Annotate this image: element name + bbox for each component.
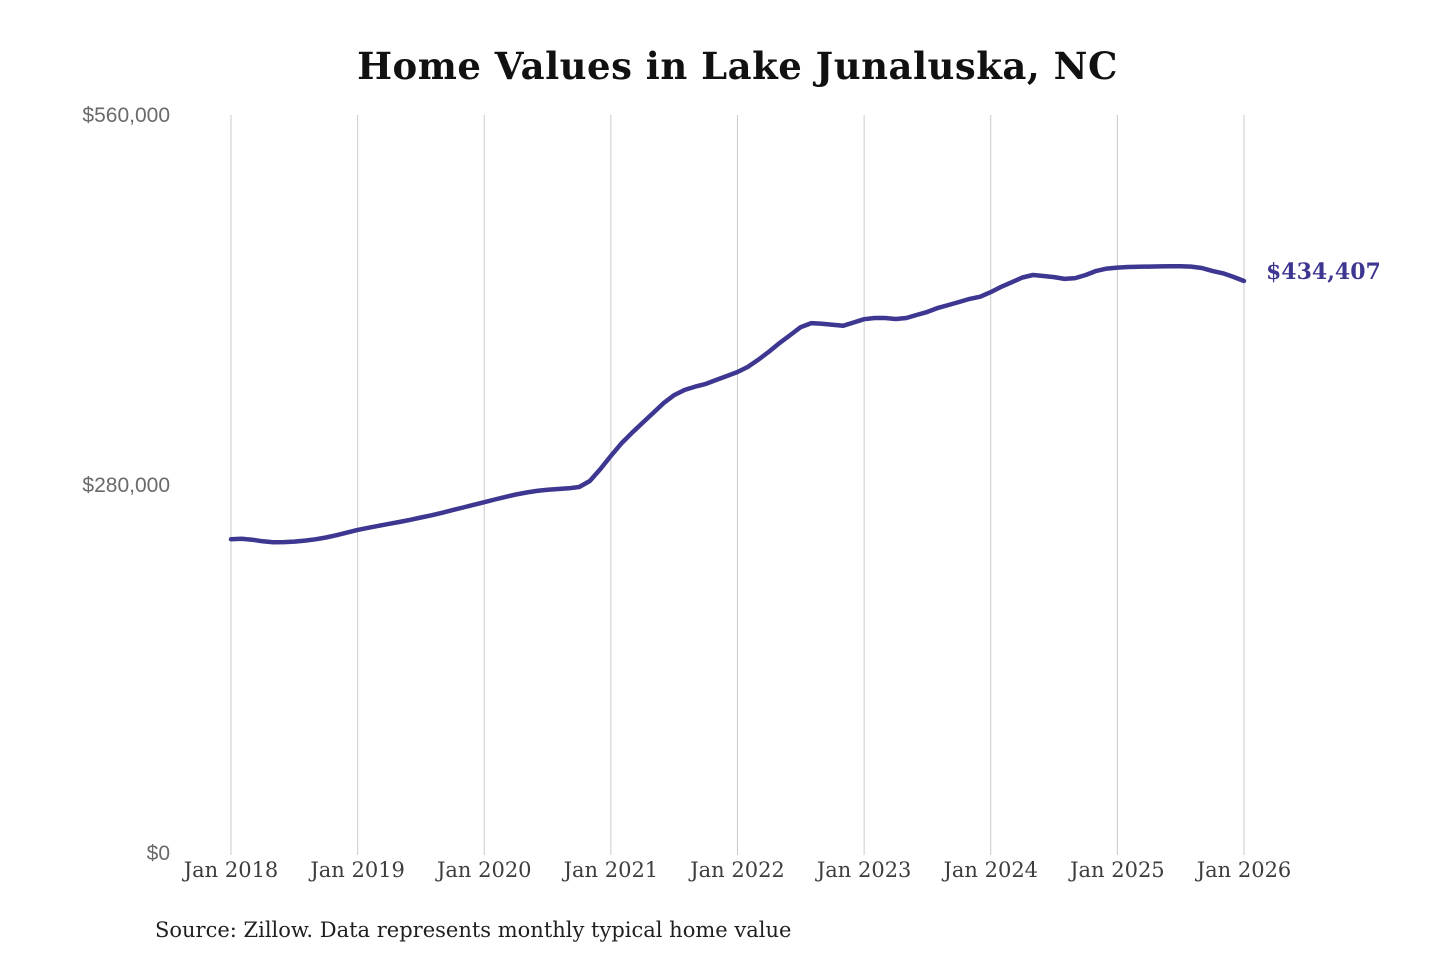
- y-axis-tick-280000: $280,000: [82, 474, 170, 497]
- x-axis-tick-jan-2019: Jan 2019: [310, 858, 405, 882]
- source-note: Source: Zillow. Data represents monthly …: [155, 918, 792, 942]
- x-axis-tick-jan-2024: Jan 2024: [943, 858, 1039, 882]
- x-axis-tick-jan-2021: Jan 2021: [563, 858, 659, 882]
- chart-title: Home Values in Lake Junaluska, NC: [357, 44, 1118, 88]
- y-axis-tick-0: $0: [146, 842, 170, 865]
- x-axis-tick-jan-2022: Jan 2022: [690, 858, 785, 882]
- x-axis-tick-jan-2020: Jan 2020: [436, 858, 532, 882]
- y-axis-tick-560000: $560,000: [82, 104, 170, 127]
- x-axis-tick-jan-2023: Jan 2023: [816, 858, 912, 882]
- latest-value-label: $434,407: [1266, 259, 1381, 285]
- x-axis-tick-jan-2025: Jan 2025: [1070, 858, 1165, 882]
- x-axis-tick-jan-2026: Jan 2026: [1196, 858, 1292, 882]
- x-axis-tick-jan-2018: Jan 2018: [183, 858, 279, 882]
